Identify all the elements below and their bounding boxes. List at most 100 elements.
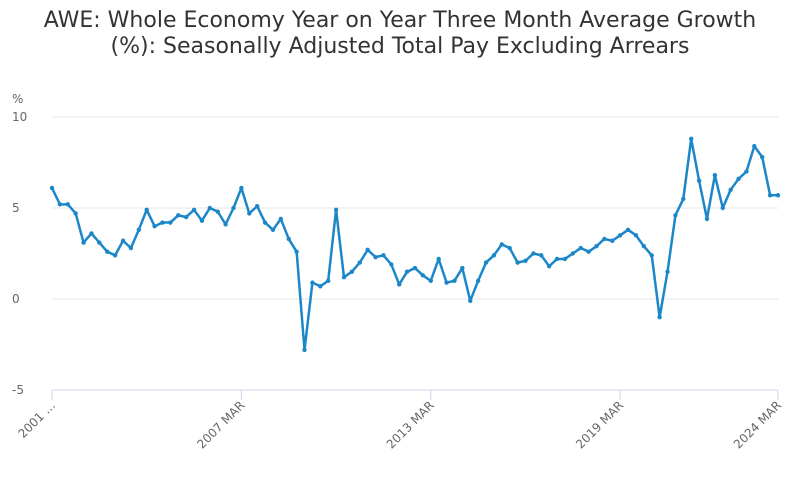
data-point <box>231 205 236 211</box>
data-point <box>97 240 102 245</box>
y-tick-label: -5 <box>12 383 24 397</box>
data-point <box>633 233 639 238</box>
data-point <box>199 218 205 223</box>
data-point <box>452 278 457 283</box>
data-point <box>468 298 473 304</box>
data-point <box>531 251 536 256</box>
data-point <box>247 211 252 216</box>
data-point <box>720 205 725 211</box>
data-point <box>610 238 615 243</box>
data-point <box>57 202 63 207</box>
data-point <box>105 249 110 254</box>
data-point <box>665 269 670 274</box>
data-point <box>515 260 520 265</box>
data-point <box>428 278 433 283</box>
data-point <box>594 244 599 249</box>
data-point <box>215 209 220 214</box>
y-tick-label: 5 <box>12 201 20 215</box>
data-point <box>365 247 370 253</box>
data-point <box>120 238 126 243</box>
data-point <box>270 227 276 233</box>
y-tick-label: 10 <box>12 110 27 124</box>
data-point <box>160 220 165 225</box>
data-point <box>207 205 213 211</box>
data-point <box>349 269 355 274</box>
data-point <box>649 253 654 258</box>
data-point <box>404 269 410 274</box>
data-point <box>49 185 55 191</box>
data-point <box>602 236 607 242</box>
data-point <box>191 207 197 213</box>
data-point <box>89 231 94 236</box>
data-point <box>128 245 134 251</box>
data-point <box>444 280 449 285</box>
data-line <box>50 137 778 352</box>
data-point <box>767 193 773 198</box>
data-point <box>499 242 505 247</box>
data-point <box>286 236 291 242</box>
data-point <box>673 213 678 218</box>
data-point <box>302 347 307 353</box>
data-point <box>278 216 284 222</box>
data-point <box>239 185 244 191</box>
data-point <box>73 211 78 216</box>
data-point <box>752 143 757 149</box>
data-point <box>183 214 189 220</box>
data-point <box>681 196 686 202</box>
data-point <box>373 254 378 260</box>
data-point <box>112 253 118 258</box>
data-point <box>570 251 576 256</box>
data-point <box>318 284 323 289</box>
data-point <box>641 244 647 249</box>
data-point <box>523 258 528 263</box>
data-point <box>381 253 386 258</box>
data-point <box>704 216 710 222</box>
data-point <box>397 282 402 287</box>
data-point <box>310 280 315 285</box>
data-point <box>223 222 228 227</box>
data-point <box>657 315 662 320</box>
chart-title: AWE: Whole Economy Year on Year Three Mo… <box>43 8 757 59</box>
data-point <box>507 245 512 251</box>
data-point <box>744 169 749 174</box>
x-tick-label: 2019 MAR <box>573 398 626 451</box>
data-point <box>546 264 552 269</box>
x-tick-label: 2024 MAR <box>731 398 784 451</box>
data-point <box>460 265 465 271</box>
data-point <box>333 207 339 213</box>
data-point <box>712 173 718 178</box>
x-tick-label: 2013 MAR <box>384 398 437 451</box>
data-point <box>554 256 560 262</box>
data-point <box>420 273 426 278</box>
data-point <box>176 213 181 218</box>
data-point <box>341 274 347 280</box>
data-point <box>578 245 583 251</box>
data-point <box>152 224 157 229</box>
data-point <box>760 154 765 160</box>
data-point <box>294 249 299 254</box>
data-point <box>357 260 362 265</box>
data-point <box>688 136 694 142</box>
x-tick-label: 2001 … <box>15 398 58 441</box>
data-point <box>617 233 623 238</box>
data-point <box>562 256 568 262</box>
data-point <box>625 227 631 233</box>
data-point <box>736 176 741 182</box>
y-tick-label: 0 <box>12 292 20 306</box>
data-point <box>436 256 441 262</box>
data-point <box>262 220 268 225</box>
data-point <box>539 253 544 258</box>
data-point <box>586 249 591 254</box>
data-point <box>168 220 173 225</box>
data-point <box>491 253 497 258</box>
data-point <box>475 278 481 283</box>
x-tick-label: 2007 MAR <box>194 398 247 451</box>
y-axis-label: % <box>12 92 23 106</box>
data-point <box>81 240 86 245</box>
data-point <box>136 227 142 233</box>
data-point <box>254 203 260 209</box>
data-point <box>325 278 331 283</box>
data-point <box>728 187 733 192</box>
